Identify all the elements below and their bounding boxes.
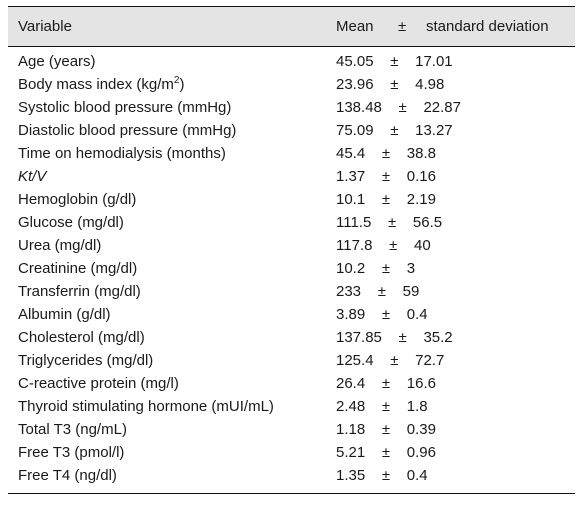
variable-cell: Hemoglobin (g/dl) xyxy=(18,191,137,208)
table-row: Cholesterol (mg/dl) 137.85 ± 35.2 xyxy=(8,326,575,349)
value-cell: 10.1 ± 2.19 xyxy=(336,191,436,208)
table-row: Systolic blood pressure (mmHg) 138.48 ± … xyxy=(8,96,575,119)
table-row: Transferrin (mg/dl) 233 ± 59 xyxy=(8,280,575,303)
value-cell: 23.96 ± 4.98 xyxy=(336,76,445,93)
value-cell: 138.48 ± 22.87 xyxy=(336,99,461,116)
variable-cell: Transferrin (mg/dl) xyxy=(18,283,141,300)
variable-cell: Diastolic blood pressure (mmHg) xyxy=(18,122,237,139)
table-row: Total T3 (ng/mL) 1.18 ± 0.39 xyxy=(8,418,575,441)
value-cell: 3.89 ± 0.4 xyxy=(336,306,428,323)
value-cell: 75.09 ± 13.27 xyxy=(336,122,453,139)
table-row: C-reactive protein (mg/l) 26.4 ± 16.6 xyxy=(8,372,575,395)
table-row: Albumin (g/dl) 3.89 ± 0.4 xyxy=(8,303,575,326)
value-cell: 117.8 ± 40 xyxy=(336,237,431,254)
table-row: Urea (mg/dl) 117.8 ± 40 xyxy=(8,234,575,257)
table-row: Time on hemodialysis (months) 45.4 ± 38.… xyxy=(8,142,575,165)
table-header: Variable Mean ± standard deviation xyxy=(8,6,575,47)
table-row: Creatinine (mg/dl) 10.2 ± 3 xyxy=(8,257,575,280)
table-row: Triglycerides (mg/dl) 125.4 ± 72.7 xyxy=(8,349,575,372)
value-cell: 1.18 ± 0.39 xyxy=(336,421,436,438)
value-cell: 10.2 ± 3 xyxy=(336,260,416,277)
table-row: Age (years) 45.05 ± 17.01 xyxy=(8,50,575,73)
value-cell: 26.4 ± 16.6 xyxy=(336,375,436,392)
variable-cell: Glucose (mg/dl) xyxy=(18,214,124,231)
variable-cell: Age (years) xyxy=(18,53,96,70)
value-cell: 137.85 ± 35.2 xyxy=(336,329,453,346)
table-bottom-rule xyxy=(8,493,575,494)
table-row: Body mass index (kg/m2) 23.96 ± 4.98 xyxy=(8,73,575,96)
table-row: Thyroid stimulating hormone (mUI/mL) 2.4… xyxy=(8,395,575,418)
variable-cell: Thyroid stimulating hormone (mUI/mL) xyxy=(18,398,274,415)
variable-cell: Free T3 (pmol/l) xyxy=(18,444,125,461)
variable-cell: Time on hemodialysis (months) xyxy=(18,145,226,162)
header-mean: Mean xyxy=(336,18,374,35)
variable-cell: Cholesterol (mg/dl) xyxy=(18,329,145,346)
variable-cell: Kt/V xyxy=(18,165,46,188)
value-cell: 1.37 ± 0.16 xyxy=(336,168,436,185)
statistics-table: Variable Mean ± standard deviation Age (… xyxy=(8,6,575,494)
value-cell: 45.05 ± 17.01 xyxy=(336,53,453,70)
value-cell: 125.4 ± 72.7 xyxy=(336,352,445,369)
variable-text: Body mass index (kg/m xyxy=(18,76,174,93)
variable-cell: Body mass index (kg/m2) xyxy=(18,73,184,96)
variable-text-end: ) xyxy=(179,76,185,93)
header-variable: Variable xyxy=(18,18,72,35)
variable-cell: Creatinine (mg/dl) xyxy=(18,260,138,277)
variable-text-italic: Kt/V xyxy=(18,168,47,185)
variable-cell: Free T4 (ng/dl) xyxy=(18,467,117,484)
variable-cell: Urea (mg/dl) xyxy=(18,237,102,254)
value-cell: 1.35 ± 0.4 xyxy=(336,467,428,484)
superscript: 2 xyxy=(173,75,180,86)
header-standard-deviation: standard deviation xyxy=(426,18,549,35)
variable-cell: Total T3 (ng/mL) xyxy=(18,421,127,438)
value-cell: 233 ± 59 xyxy=(336,283,420,300)
variable-cell: Systolic blood pressure (mmHg) xyxy=(18,99,232,116)
value-cell: 111.5 ± 56.5 xyxy=(336,214,443,231)
variable-cell: C-reactive protein (mg/l) xyxy=(18,375,179,392)
value-cell: 5.21 ± 0.96 xyxy=(336,444,436,461)
table-row: Free T3 (pmol/l) 5.21 ± 0.96 xyxy=(8,441,575,464)
table-row: Free T4 (ng/dl) 1.35 ± 0.4 xyxy=(8,464,575,487)
variable-cell: Albumin (g/dl) xyxy=(18,306,111,323)
table-row: Diastolic blood pressure (mmHg) 75.09 ± … xyxy=(8,119,575,142)
table-row: Kt/V 1.37 ± 0.16 xyxy=(8,165,575,188)
table-row: Hemoglobin (g/dl) 10.1 ± 2.19 xyxy=(8,188,575,211)
variable-cell: Triglycerides (mg/dl) xyxy=(18,352,154,369)
header-plus-minus: ± xyxy=(398,18,407,35)
value-cell: 2.48 ± 1.8 xyxy=(336,398,428,415)
table-body: Age (years) 45.05 ± 17.01 Body mass inde… xyxy=(8,47,575,487)
table-row: Glucose (mg/dl) 111.5 ± 56.5 xyxy=(8,211,575,234)
value-cell: 45.4 ± 38.8 xyxy=(336,145,436,162)
